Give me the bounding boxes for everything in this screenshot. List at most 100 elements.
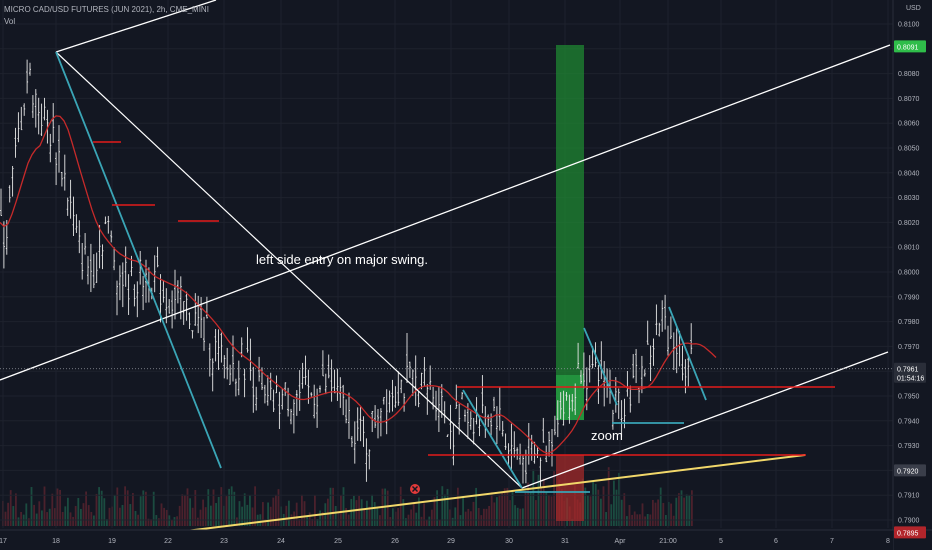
cancel-marker-icon	[410, 484, 420, 494]
volume-bar	[267, 502, 269, 526]
volume-bar	[25, 503, 28, 526]
volume-bar	[264, 519, 267, 526]
price-tick-label: 0.7970	[898, 344, 920, 351]
volume-bar	[139, 496, 142, 526]
volume-bar	[314, 495, 316, 526]
time-tick-label: Apr	[615, 538, 627, 545]
volume-bar	[594, 483, 597, 526]
volume-bar	[584, 487, 587, 526]
volume-bar	[64, 506, 67, 526]
volume-bar	[691, 490, 693, 526]
volume-bar	[615, 489, 618, 526]
moving-average	[0, 115, 717, 454]
volume-bar	[308, 512, 311, 526]
volume-bar	[301, 494, 303, 526]
volume-bar	[163, 507, 165, 526]
volume-bar	[620, 499, 623, 526]
volume-bar	[472, 501, 475, 526]
volume-bar	[204, 507, 207, 526]
volume-bar	[537, 474, 540, 526]
volume-bar	[613, 480, 615, 526]
ma-line	[0, 115, 717, 454]
volume-bar	[485, 508, 488, 526]
currency-label: USD	[906, 5, 921, 12]
volume-bar	[423, 503, 425, 526]
price-badge-countdown: 01:54:16	[897, 376, 924, 383]
time-tick-label: 17	[0, 538, 7, 545]
volume-bar	[160, 503, 163, 526]
volume-bar	[355, 500, 358, 526]
volume-bar	[103, 498, 106, 526]
volume-bar	[186, 488, 189, 526]
volume-bar	[327, 498, 329, 526]
volume-bar	[368, 506, 371, 526]
volume-bar	[438, 519, 441, 526]
price-tick-label: 0.7990	[898, 294, 920, 301]
volume-bar	[628, 505, 631, 526]
volume-bar	[243, 493, 246, 526]
time-tick-label: 26	[391, 538, 399, 545]
teal-swing-4	[668, 306, 707, 401]
volume-bar	[272, 497, 275, 526]
volume-bar	[511, 491, 514, 526]
time-tick-label: 29	[447, 538, 455, 545]
time-tick-label: 30	[505, 538, 513, 545]
volume-bar	[199, 509, 202, 526]
volume-bar	[269, 506, 272, 526]
volume-bar	[100, 490, 103, 526]
volume-bar	[415, 512, 418, 526]
volume-bar	[311, 518, 314, 526]
price-badge-value: 0.7895	[897, 530, 919, 537]
volume-bar	[4, 511, 7, 526]
volume-bar	[129, 504, 132, 526]
volume-bar	[654, 502, 657, 526]
volume-bar	[340, 495, 342, 526]
volume-bar	[459, 515, 462, 526]
time-tick-label: 21:00	[659, 538, 677, 545]
volume-bar	[488, 505, 490, 526]
time-tick-label: 31	[561, 538, 569, 545]
price-tick-label: 0.8000	[898, 270, 920, 277]
volume-bar	[490, 492, 493, 526]
volume-bar	[431, 509, 433, 526]
price-badges: 0.8091 0.7961 01:54:16 0.7920 0.7895	[894, 40, 926, 539]
volume-bar	[230, 486, 233, 526]
volume-bar	[524, 491, 527, 526]
volume-bar	[542, 478, 545, 526]
volume-bar	[236, 517, 238, 526]
volume-bar	[516, 507, 519, 526]
volume-bar	[38, 501, 41, 526]
volume-bar	[173, 517, 176, 526]
volume-bar	[376, 506, 379, 526]
loss-zone	[556, 455, 584, 521]
drawings	[0, 0, 893, 533]
volume-bar	[124, 486, 126, 526]
volume-bar	[189, 498, 191, 526]
volume-bar	[451, 517, 454, 526]
volume-bar	[126, 490, 129, 526]
volume-bar	[610, 504, 613, 526]
volume-bar	[605, 512, 607, 526]
volume-label: Vol	[4, 17, 16, 26]
volume-bar	[496, 497, 498, 526]
volume-bar	[7, 502, 9, 526]
volume-bar	[43, 486, 46, 526]
time-tick-label: 6	[774, 538, 778, 545]
volume-bar	[399, 486, 402, 526]
volume-bar	[685, 494, 688, 526]
volume-bar	[332, 487, 334, 526]
volume-bar	[633, 511, 636, 526]
volume-bar	[85, 491, 87, 526]
volume-bar	[108, 507, 111, 526]
volume-bar	[457, 487, 459, 526]
volume-bar	[545, 492, 548, 526]
volume-bar	[514, 505, 516, 526]
volume-bar	[441, 486, 444, 526]
volume-bar	[181, 494, 184, 526]
volume-bar	[358, 495, 360, 526]
volume-bar	[147, 518, 150, 526]
volume-bar	[477, 508, 480, 526]
time-tick-label: 5	[719, 538, 723, 545]
price-badge	[894, 464, 926, 477]
